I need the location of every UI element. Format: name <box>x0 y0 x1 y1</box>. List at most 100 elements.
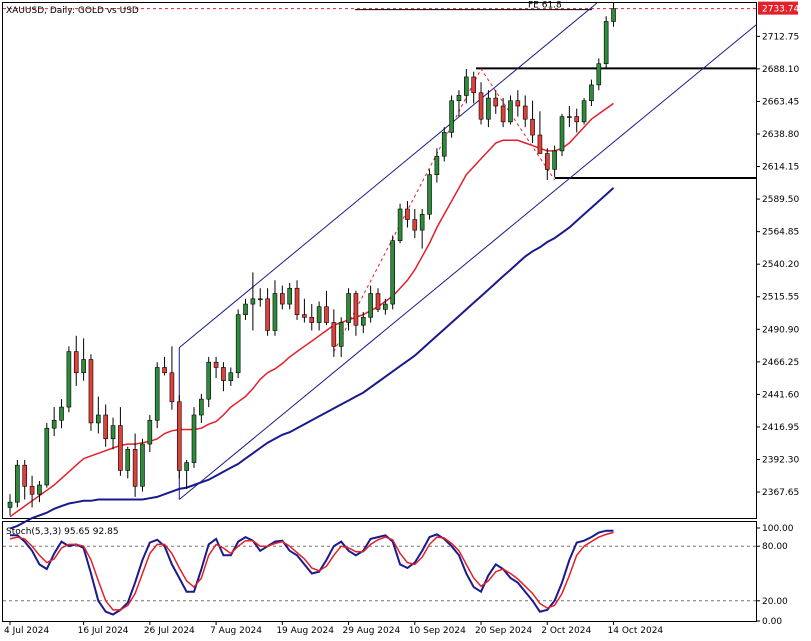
candle-bear <box>118 425 123 471</box>
time-tick-label: 19 Aug 2024 <box>276 626 334 636</box>
candle-bull <box>456 95 462 102</box>
candle-bull <box>96 414 101 424</box>
candle-bull <box>154 367 160 421</box>
candle-bull <box>464 76 469 96</box>
candle-bear <box>88 359 94 424</box>
candle-bull <box>81 359 86 374</box>
candle-bear <box>544 153 550 170</box>
candle-bull <box>199 398 204 416</box>
candle-bear <box>309 316 315 323</box>
candle-bear <box>176 401 182 471</box>
candle-bull <box>338 322 344 347</box>
candle-bull <box>51 419 57 429</box>
price-tick-label: 2466.25 <box>762 358 799 368</box>
candle-bull <box>316 306 322 323</box>
candle-bear <box>412 219 418 231</box>
price-tick-label: 2663.45 <box>762 97 799 107</box>
time-tick-label: 10 Sep 2024 <box>409 626 466 636</box>
candle-bull <box>15 464 20 503</box>
candle-bull <box>110 425 116 440</box>
candle-bear <box>515 100 521 107</box>
candle-bull <box>441 132 447 157</box>
price-tick-label: 2614.15 <box>762 163 799 173</box>
stoch-tick-label: 0.00 <box>762 617 782 627</box>
price-tick-label: 2515.55 <box>762 293 799 303</box>
candle-bear <box>493 97 499 107</box>
candle-bull <box>567 116 572 118</box>
price-tick-label: 2416.95 <box>762 423 799 433</box>
candle-bear <box>73 351 79 374</box>
candle-bull <box>243 303 248 315</box>
price-tick-label: 2490.90 <box>762 325 799 335</box>
price-tick-label: 2367.65 <box>762 488 799 498</box>
candle-bear <box>353 293 359 326</box>
candle-bear <box>294 287 300 315</box>
candle-bull <box>596 63 602 86</box>
ma-layer <box>9 102 615 530</box>
candle-bull <box>37 484 42 495</box>
candle-bull <box>250 298 256 305</box>
candle-bull <box>140 443 145 487</box>
candle-bear <box>331 322 337 347</box>
candle-bull <box>390 240 396 305</box>
candle-bear <box>530 118 535 136</box>
candle-bear <box>478 92 484 120</box>
time-tick-label: 29 Aug 2024 <box>343 626 401 636</box>
candle-bear <box>132 449 138 487</box>
time-tick-label: 16 Jul 2024 <box>78 626 129 636</box>
current-price-tag <box>758 1 798 15</box>
candle-bull <box>184 462 189 471</box>
levels-layer: FE 61.8 <box>3 1 757 179</box>
price-tick-label: 2564.85 <box>762 228 799 238</box>
candle-bear <box>280 293 285 305</box>
candle-bull <box>611 8 616 22</box>
candle-bear <box>500 105 506 123</box>
candle-bull <box>191 414 197 463</box>
candle-bull <box>287 287 292 305</box>
candle-bear <box>375 293 381 310</box>
stoch-signal-line <box>9 531 614 611</box>
candle-bull <box>147 419 153 445</box>
price-panel-frame <box>2 2 757 519</box>
candle-bull <box>206 361 212 400</box>
candle-bull <box>44 427 50 486</box>
candle-bear <box>169 372 175 403</box>
candle-bull <box>383 303 388 310</box>
price-tick-label: 2441.60 <box>762 390 799 400</box>
candle-bear <box>213 361 219 368</box>
candle-bull <box>508 100 513 123</box>
candle-bull <box>59 406 64 421</box>
candle-bull <box>272 293 278 331</box>
axis-layer: 2712.75 2688.10 2663.45 2638.80 2614.15 2589.… <box>4 1 799 636</box>
candle-bear <box>324 306 329 323</box>
candle-bear <box>29 486 35 495</box>
stoch-tick-label: 80.00 <box>762 542 788 552</box>
candle-bull <box>397 208 403 241</box>
candle-bull <box>125 449 131 471</box>
ma-slow-line <box>9 187 615 530</box>
candle-layer <box>7 3 616 516</box>
candle-bull <box>346 293 351 323</box>
time-tick-label: 14 Oct 2024 <box>608 626 664 636</box>
fib-expansion-path <box>333 68 556 352</box>
candle-bull <box>360 316 366 326</box>
candle-bear <box>162 367 167 374</box>
price-tick-label: 2712.75 <box>762 32 799 42</box>
stoch-main-line <box>10 529 614 616</box>
price-tick-label: 2392.30 <box>762 456 799 466</box>
candle-bull <box>257 298 263 301</box>
candle-bull <box>419 213 425 231</box>
candle-bull <box>235 314 241 374</box>
price-tick-label: 2540.20 <box>762 260 799 270</box>
stoch-layer <box>3 529 757 616</box>
channel-upper-line <box>178 2 598 349</box>
candle-bull <box>66 351 72 408</box>
candle-bull <box>434 155 440 175</box>
candle-bull <box>427 174 432 215</box>
candle-bear <box>221 367 226 381</box>
candle-bull <box>552 150 557 170</box>
candle-bull <box>449 100 454 133</box>
stoch-tick-label: 20.00 <box>762 597 788 607</box>
time-tick-label: 20 Sep 2024 <box>475 626 532 636</box>
window-title: XAUUSD, Daily: GOLD vs USD <box>6 6 139 16</box>
